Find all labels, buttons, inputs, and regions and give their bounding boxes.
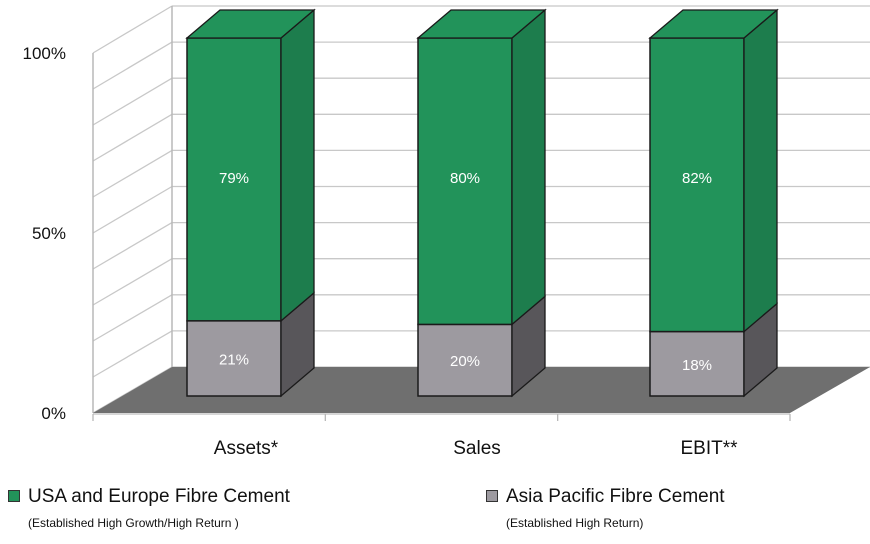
- bar-side-usa-europe: [511, 8, 546, 326]
- bar-top: [416, 9, 547, 39]
- legend-swatch-green: [8, 490, 20, 502]
- legend-label-asia-pacific: Asia Pacific Fibre Cement: [506, 486, 725, 507]
- stacked-bar-chart: 0% 50% 100% 21% 79% Assets* 20% 80% Sales 18% 82% E…: [23, 5, 870, 459]
- bar-top: [185, 9, 316, 39]
- y-tick-label: 100%: [23, 44, 66, 63]
- x-category-label: Sales: [453, 438, 501, 459]
- data-label: 18%: [682, 357, 712, 374]
- bar-front-usa-europe: [186, 37, 282, 322]
- gridline-side: [92, 294, 173, 342]
- data-label: 20%: [450, 353, 480, 370]
- bar-front-usa-europe: [649, 37, 745, 333]
- legend-label-usa-europe: USA and Europe Fibre Cement: [28, 486, 290, 507]
- gridline-side: [92, 77, 173, 126]
- gridline-side: [92, 41, 173, 90]
- gridline-side: [92, 185, 173, 234]
- bar-top: [648, 9, 779, 39]
- gridline-side: [92, 330, 173, 378]
- gridline-side: [92, 258, 173, 306]
- gridline-side: [92, 5, 173, 54]
- legend-item-usa-europe: USA and Europe Fibre Cement (Established…: [8, 486, 428, 536]
- legend-item-asia-pacific: Asia Pacific Fibre Cement (Established H…: [486, 486, 826, 536]
- data-label: 80%: [450, 170, 480, 187]
- bar-side-usa-europe: [280, 8, 315, 323]
- x-category-label: Assets*: [214, 438, 279, 459]
- data-label: 79%: [219, 170, 249, 187]
- data-label: 82%: [682, 170, 712, 187]
- bar-front-usa-europe: [417, 37, 513, 326]
- y-tick-label: 50%: [32, 224, 66, 243]
- gridline-side: [92, 222, 173, 270]
- bar-side-usa-europe: [743, 8, 778, 333]
- gridline-side: [92, 149, 173, 198]
- x-category-label: EBIT**: [680, 438, 738, 459]
- legend-note-asia-pacific: (Established High Return): [506, 516, 644, 530]
- data-label: 21%: [219, 351, 249, 368]
- legend-swatch-gray: [486, 490, 498, 502]
- y-tick-label: 0%: [41, 404, 66, 423]
- bar-front-asia-pacific: [417, 323, 513, 397]
- gridline-side: [92, 113, 173, 162]
- legend-note-usa-europe: (Established High Growth/High Return ): [28, 516, 239, 530]
